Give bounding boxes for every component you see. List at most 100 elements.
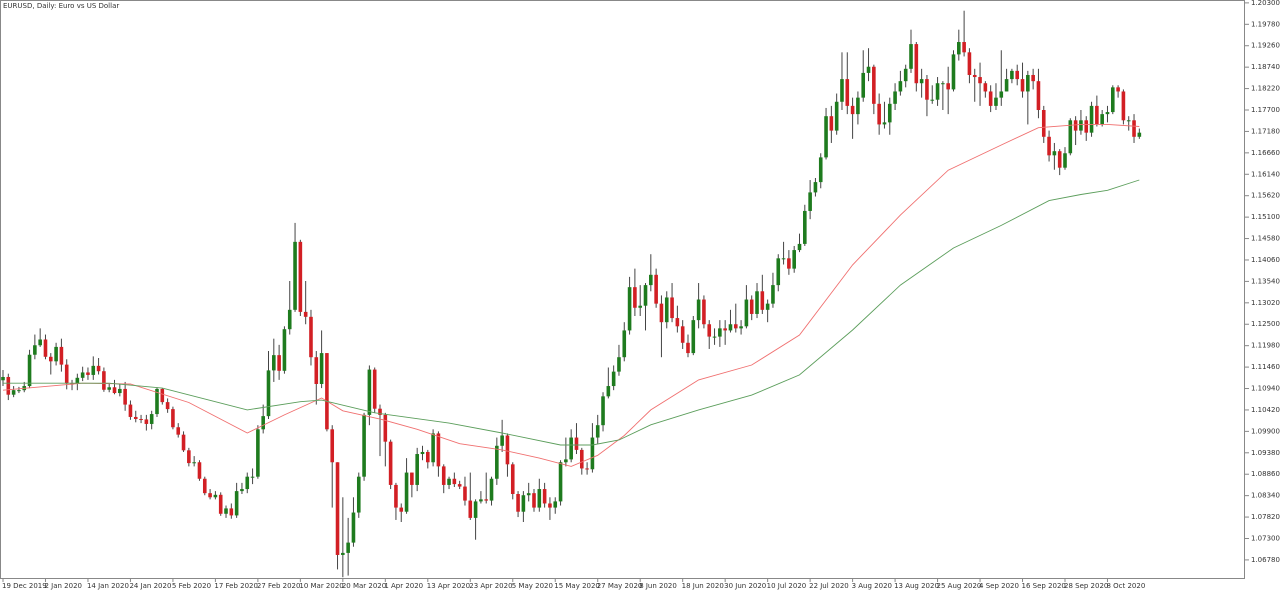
candle-body [133,416,138,420]
x-tick-label: 10 Mar 2020 [299,582,343,590]
candle-body [309,316,313,358]
candle-body [447,478,451,485]
candle-body [240,489,244,492]
candle-body [792,250,796,269]
candle-body [500,435,504,446]
candle-body [436,433,441,467]
candle-body [728,324,733,331]
candle-body [489,478,494,501]
candle-body [102,371,106,390]
y-tick-label: 1.10420 [1251,406,1280,414]
candle-body [1063,153,1067,168]
candle-body [1057,151,1062,168]
y-tick-label: 1.08860 [1251,470,1280,478]
x-tick-label: 18 Jun 2020 [682,582,724,590]
candle-body [43,339,48,357]
y-tick-label: 1.11460 [1251,363,1280,371]
candle-body [479,499,483,502]
candle-body [1,376,5,381]
candle-body [1015,70,1020,80]
y-tick-label: 1.15620 [1251,192,1280,200]
candle-body [887,103,892,123]
candle-body [86,372,90,375]
candle-body [224,508,228,514]
x-tick-label: 15 May 2020 [554,582,600,590]
y-tick-label: 1.09900 [1251,427,1280,435]
candle-body [229,508,234,516]
candle-body [112,387,117,394]
candle-body [967,52,972,75]
candle-body [872,66,876,104]
y-tick-label: 1.18740 [1251,63,1280,71]
candle-body [898,81,903,92]
candle-body [978,77,982,84]
candle-body [850,105,855,115]
y-tick-label: 1.14060 [1251,256,1280,264]
x-tick-label: 8 Jun 2020 [639,582,677,590]
candle-body [261,416,265,430]
moving-average [2,123,1140,467]
candle-body [712,336,717,338]
candle-body [749,299,754,314]
x-tick-label: 20 Mar 2020 [342,582,386,590]
candle-body [91,365,96,375]
candle-body [1100,114,1104,125]
candle-body [675,318,680,327]
candle-body [256,429,260,477]
candle-body [346,542,350,553]
candle-body [245,476,250,490]
y-tick-label: 1.16660 [1251,149,1280,157]
candle-body [48,356,53,362]
candle-body [123,388,127,405]
candle-body [330,429,335,463]
candle-body [484,499,489,501]
candle-body [617,357,621,372]
candle-body [643,285,648,306]
candle-body [542,489,547,504]
candle-body [171,409,175,428]
x-tick-label: 8 Oct 2020 [1106,582,1145,590]
candle-body [96,365,101,372]
moving-average [3,179,1140,446]
candle-body [341,552,345,555]
candle-body [861,72,866,98]
candle-body [834,101,839,131]
candle-body [633,287,637,308]
candle-body [11,390,16,395]
candle-body [319,353,324,384]
candle-body [1137,132,1142,137]
candle-body [6,376,11,395]
candle-body [181,434,186,451]
candle-body [521,495,526,512]
candle-body [760,291,765,310]
x-tick-label: 2 Jan 2020 [44,582,82,590]
candle-body [80,372,85,378]
x-tick-label: 16 Sep 2020 [1022,582,1066,590]
candle-body [1026,74,1030,92]
x-tick-label: 13 Apr 2020 [427,582,470,590]
candle-body [739,326,743,329]
candle-body [606,386,611,397]
y-tick-label: 1.18220 [1251,85,1280,93]
x-tick-label: 5 May 2020 [512,582,553,590]
candle-body [962,42,966,53]
candle-body [335,462,340,555]
candle-body [930,99,935,101]
candle-body [149,414,154,424]
candle-body [165,402,170,410]
candle-body [213,494,218,498]
candle-body [160,388,165,403]
candle-body [59,346,64,365]
candle-body [680,326,685,343]
y-tick-label: 1.14580 [1251,235,1280,243]
candle-body [856,97,860,115]
candle-body [941,83,945,85]
candle-body [362,414,366,477]
candle-body [202,478,207,494]
candle-body [569,437,573,460]
candle-body [590,437,595,470]
candle-body [818,157,823,183]
candle-body [218,494,223,514]
candle-body [1105,112,1110,115]
candle-body [1052,151,1057,156]
